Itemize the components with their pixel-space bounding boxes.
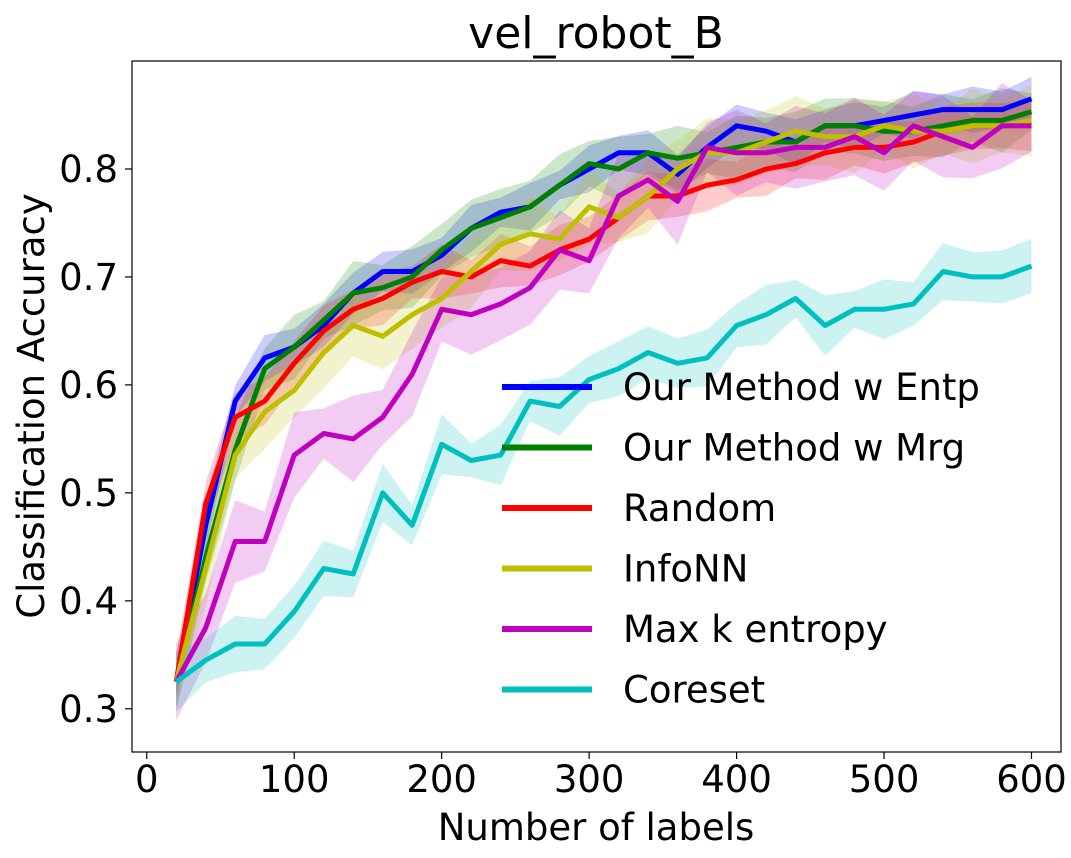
y-tick-label: 0.4 xyxy=(59,580,118,623)
y-axis-label: Classification Accuracy xyxy=(10,193,53,619)
legend-label: InfoNN xyxy=(623,548,748,591)
band-2 xyxy=(176,100,1032,708)
series-line-4 xyxy=(174,123,1032,683)
plot-area xyxy=(131,60,1062,753)
legend-label: Coreset xyxy=(623,669,765,712)
x-axis: 0 100 200 300 400 500 600 xyxy=(135,752,1067,801)
y-tick-label: 0.7 xyxy=(59,256,118,299)
legend: Our Method w Entp Our Method w Mrg Random I… xyxy=(502,366,980,712)
series-line-1 xyxy=(173,109,1033,683)
x-tick-label: 100 xyxy=(259,758,330,801)
series-line-3 xyxy=(173,117,1032,683)
series-line-0 xyxy=(173,96,1033,683)
x-axis-label: Number of labels xyxy=(438,806,755,849)
legend-label: Our Method w Entp xyxy=(623,366,980,409)
legend-label: Max k entropy xyxy=(623,608,888,651)
series-lines xyxy=(173,96,1033,684)
band-5 xyxy=(176,238,1032,712)
series-line-5 xyxy=(174,263,1033,684)
y-tick-label: 0.5 xyxy=(59,472,118,515)
legend-label: Our Method w Mrg xyxy=(623,427,965,470)
legend-label: Random xyxy=(623,487,776,530)
y-tick-label: 0.3 xyxy=(59,688,118,731)
y-axis: 0.3 0.4 0.5 0.6 0.7 0.8 xyxy=(59,148,132,731)
chart-title: vel_robot_B xyxy=(468,8,724,59)
y-tick-label: 0.8 xyxy=(59,148,118,191)
y-tick-label: 0.6 xyxy=(59,364,118,407)
x-tick-label: 200 xyxy=(406,758,477,801)
x-tick-label: 400 xyxy=(701,758,772,801)
x-tick-label: 500 xyxy=(849,758,920,801)
band-3 xyxy=(176,84,1032,705)
x-tick-label: 300 xyxy=(554,758,625,801)
x-tick-label: 0 xyxy=(135,758,159,801)
x-tick-label: 600 xyxy=(996,758,1067,801)
band-1 xyxy=(176,88,1032,712)
